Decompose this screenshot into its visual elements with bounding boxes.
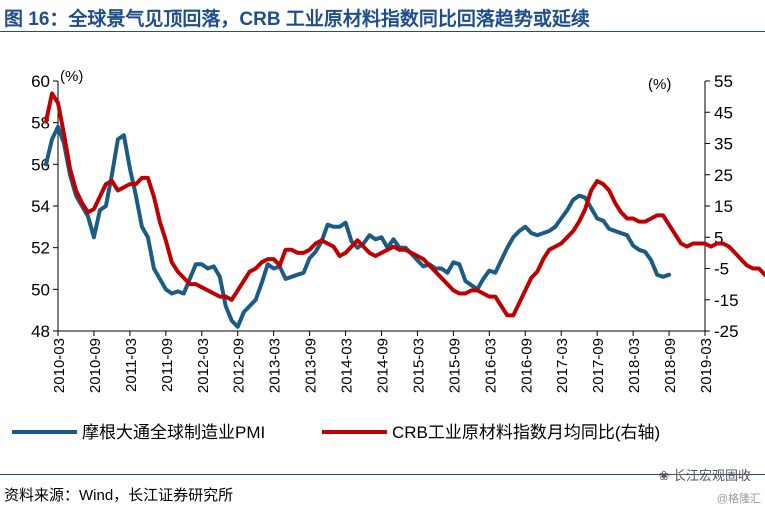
series-line-crb [44, 91, 765, 318]
watermark-text: 长江宏观固收 [672, 468, 751, 483]
page-title: 图 16：全球景气见顶回落，CRB 工业原材料指数同比回落趋势或延续 [4, 9, 590, 30]
series-line-pmi [44, 124, 672, 329]
title-rule [0, 31, 765, 32]
x-tick-label: 2018-03 [626, 338, 643, 393]
x-tick-label: 2018-09 [662, 338, 679, 393]
x-tick-label: 2015-03 [410, 338, 427, 393]
right-tick-label: -15 [714, 291, 739, 310]
left-tick-label: 54 [31, 197, 50, 216]
right-tick-label: 5 [714, 228, 723, 247]
x-tick-label: 2012-09 [231, 338, 248, 393]
x-tick-label: 2013-03 [267, 338, 284, 393]
wechat-icon: ❀ [658, 468, 670, 483]
watermark-secondary: @格隆汇 [716, 493, 761, 505]
right-tick-label: 15 [714, 197, 733, 216]
right-tick-label: 35 [714, 135, 733, 154]
left-tick-label: 52 [31, 239, 50, 258]
left-tick-label: 48 [31, 322, 50, 341]
legend-label-pmi: 摩根大通全球制造业PMI [82, 423, 265, 442]
chart: 48505254565860-25-15-5515253545552010-03… [12, 68, 765, 442]
legend-label-crb: CRB工业原材料指数月均同比(右轴) [392, 423, 660, 442]
right-axis-unit: (%) [648, 76, 671, 93]
x-tick-label: 2017-09 [590, 338, 607, 393]
right-tick-label: 55 [714, 72, 733, 91]
x-tick-label: 2016-03 [482, 338, 499, 393]
source-note: 资料来源：Wind，长江证券研究所 [4, 487, 234, 504]
x-tick-label: 2011-09 [159, 338, 176, 392]
x-tick-label: 2011-03 [123, 338, 140, 392]
left-axis-unit: (%) [60, 68, 83, 85]
x-tick-label: 2014-09 [375, 338, 392, 393]
right-tick-label: 25 [714, 166, 733, 185]
left-tick-label: 50 [31, 280, 50, 299]
x-tick-label: 2012-03 [195, 338, 212, 393]
x-tick-label: 2015-09 [446, 338, 463, 393]
x-tick-label: 2017-03 [554, 338, 571, 393]
right-tick-label: -5 [714, 260, 729, 279]
right-tick-label: -25 [714, 322, 739, 341]
x-tick-label: 2016-09 [518, 338, 535, 393]
x-tick-label: 2013-09 [303, 338, 320, 393]
watermark: ❀ 长江宏观固收 [658, 465, 751, 484]
x-tick-label: 2010-09 [87, 338, 104, 393]
footer-rule [0, 474, 765, 475]
x-tick-label: 2019-03 [698, 338, 715, 393]
right-tick-label: 45 [714, 103, 733, 122]
left-tick-label: 60 [31, 72, 50, 91]
x-tick-label: 2010-03 [51, 338, 68, 393]
x-tick-label: 2014-03 [339, 338, 356, 393]
